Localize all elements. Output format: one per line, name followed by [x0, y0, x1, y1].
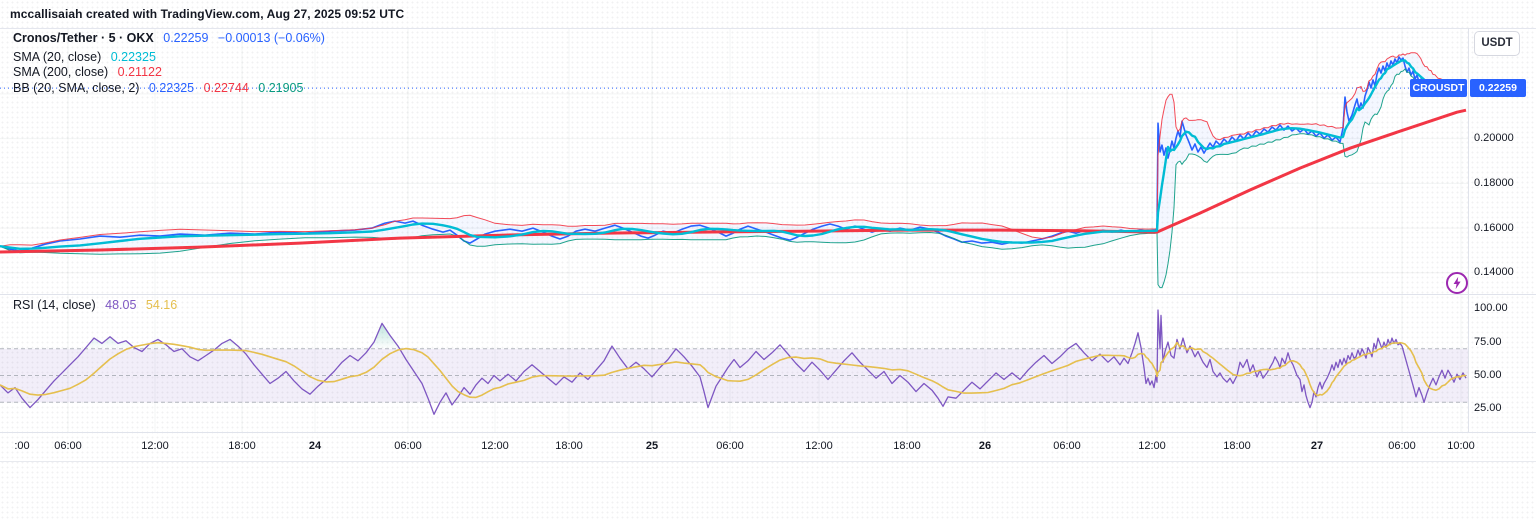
bb-upper-value: 0.22744: [203, 81, 249, 95]
sma20-legend-row: SMA (20, close) 0.22325: [13, 50, 162, 64]
bb-label: BB (20, SMA, close, 2): [13, 81, 140, 95]
time-axis-label: 06:00: [1388, 440, 1416, 452]
sma20-label: SMA (20, close): [13, 50, 102, 64]
time-axis-label: :00: [14, 440, 30, 452]
time-axis-label: 12:00: [1138, 440, 1166, 452]
price-change-value: −0.00013 (−0.06%): [217, 31, 325, 45]
rsi-axis-label: 50.00: [1474, 369, 1502, 382]
time-axis-date-label: 25: [645, 440, 659, 452]
sma200-label: SMA (200, close): [13, 65, 109, 79]
rsi-axis-label: 25.00: [1474, 402, 1502, 415]
time-axis-label: 12:00: [481, 440, 509, 452]
attribution-text: mccallisaiah created with TradingView.co…: [10, 7, 405, 21]
time-axis-label: 10:00: [1447, 440, 1475, 452]
rsi-panel: [0, 309, 1468, 415]
rsi-ma-value: 54.16: [145, 298, 178, 312]
time-axis-label: 18:00: [555, 440, 583, 452]
time-axis-label: 18:00: [228, 440, 256, 452]
time-axis-date-label: 24: [308, 440, 322, 452]
time-axis-label: 06:00: [54, 440, 82, 452]
chart-plot-area[interactable]: [0, 28, 1536, 433]
time-axis[interactable]: :00 06:00 12:00 18:00 24 06:00 12:00 18:00 25 06:…: [0, 433, 1536, 462]
currency-toggle-button[interactable]: USDT: [1474, 31, 1520, 56]
last-price-pill-value: 0.22259: [1470, 79, 1526, 97]
last-price-pill-symbol: CROUSDT: [1410, 79, 1467, 97]
attribution-header: mccallisaiah created with TradingView.co…: [0, 0, 1536, 29]
rsi-value: 48.05: [105, 298, 137, 312]
price-panel: [0, 52, 1468, 289]
symbol-title: Cronos/Tether · 5 · OKX: [13, 31, 154, 45]
sma200-legend-row: SMA (200, close) 0.21122: [13, 65, 168, 79]
price-axis-label: 0.16000: [1474, 221, 1514, 234]
sma200-value: 0.21122: [117, 65, 162, 79]
price-axis-label: 0.20000: [1474, 132, 1514, 145]
rsi-legend-row: RSI (14, close) 48.05 54.16: [13, 298, 183, 312]
time-axis-label: 06:00: [1053, 440, 1081, 452]
rsi-label: RSI (14, close): [13, 298, 96, 312]
bb-lower-value: 0.21905: [258, 81, 304, 95]
time-axis-label: 18:00: [1223, 440, 1251, 452]
time-axis-date-label: 26: [978, 440, 992, 452]
time-axis-label: 06:00: [394, 440, 422, 452]
price-axis-label: 0.18000: [1474, 176, 1514, 189]
sma20-value: 0.22325: [110, 50, 156, 64]
last-price-value: 0.22259: [163, 31, 209, 45]
panel-dividers: [0, 28, 1536, 433]
symbol-legend-row: Cronos/Tether · 5 · OKX 0.22259 −0.00013…: [13, 31, 331, 45]
rsi-axis-label: 75.00: [1474, 335, 1502, 348]
bb-legend-row: BB (20, SMA, close, 2) 0.22325 0.22744 0…: [13, 81, 309, 95]
price-axis-label: 0.14000: [1474, 266, 1514, 279]
boost-lightning-icon[interactable]: [1445, 271, 1469, 295]
time-axis-label: 18:00: [893, 440, 921, 452]
time-axis-label: 12:00: [805, 440, 833, 452]
rsi-axis-label: 100.00: [1474, 302, 1508, 315]
footer-bar: TradingView: [0, 461, 1536, 519]
time-axis-label: 12:00: [141, 440, 169, 452]
bb-basis-value: 0.22325: [148, 81, 195, 95]
time-axis-label: 06:00: [716, 440, 744, 452]
time-axis-date-label: 27: [1310, 440, 1324, 452]
